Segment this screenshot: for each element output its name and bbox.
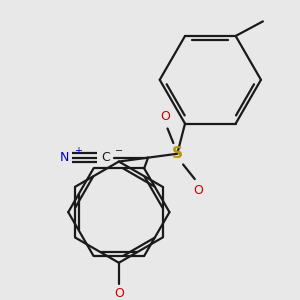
Text: +: + — [74, 146, 82, 156]
Text: S: S — [172, 146, 183, 161]
Text: O: O — [114, 287, 124, 300]
Text: −: − — [115, 146, 123, 156]
Text: O: O — [194, 184, 204, 197]
Text: C: C — [101, 151, 110, 164]
Text: N: N — [60, 151, 69, 164]
Text: O: O — [160, 110, 170, 123]
